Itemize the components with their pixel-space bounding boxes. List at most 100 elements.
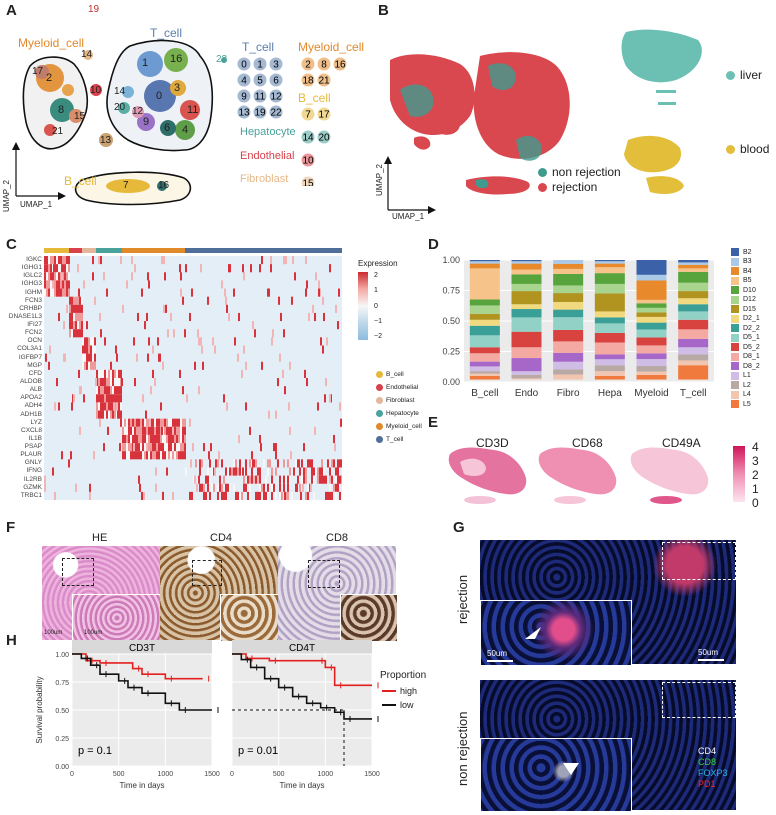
stack-segment — [553, 273, 584, 286]
stack-segment — [511, 283, 542, 292]
heatmap-cell — [86, 353, 88, 362]
heatmap-cell — [54, 272, 56, 281]
heatmap-cell — [156, 426, 158, 435]
gene-label: IGLC2 — [23, 272, 42, 280]
heatmap-cell — [164, 272, 166, 281]
marker-colorbar — [733, 446, 745, 502]
stack-segment — [553, 361, 584, 370]
heatmap-cell — [279, 353, 281, 362]
heatmap-cell — [341, 459, 342, 468]
legend-swatch — [731, 276, 739, 285]
heatmap-cell — [154, 434, 156, 444]
heatmap-cell — [169, 443, 171, 452]
heatmap-cell — [154, 451, 156, 460]
heatmap-cell — [154, 378, 156, 387]
y-tick-label: 1.00 — [55, 652, 69, 659]
heatmap-cell — [66, 280, 68, 289]
heatmap-cell — [68, 280, 70, 289]
heatmap-cell — [122, 426, 124, 435]
heatmap-cell — [46, 256, 48, 265]
stack-legend-item: D2_1 — [731, 314, 760, 323]
legend-liver-label: liver — [740, 68, 763, 82]
heatmap-cell — [164, 451, 166, 460]
heatmap-cell — [196, 483, 198, 492]
heatmap-cell — [106, 288, 108, 297]
heatmap-legend-item: Endothelial — [376, 384, 418, 391]
stack-segment — [594, 273, 625, 284]
heatmap-cell — [223, 491, 225, 500]
heatmap-legend-item: T_cell — [376, 436, 403, 443]
heatmap-cell — [307, 483, 309, 492]
legend-label: B4 — [743, 267, 752, 275]
heatmap-cell — [209, 459, 211, 468]
heatmap-cell — [86, 321, 88, 330]
legend-cluster-dot — [237, 89, 251, 103]
heatmap-cell — [291, 296, 293, 305]
stack-segment — [594, 323, 625, 333]
heatmap-cell — [180, 288, 182, 297]
heatmap-cell — [201, 459, 203, 468]
umap-cluster-plot — [12, 39, 227, 206]
heatmap-cell — [243, 345, 245, 354]
stack-legend-item: D5_1 — [731, 333, 760, 342]
heatmap-cell — [68, 264, 70, 273]
heatmap-cell — [315, 272, 317, 281]
legend-label: D15 — [743, 305, 756, 313]
heatmap-cell — [197, 329, 199, 338]
heatmap-cell — [219, 475, 221, 484]
scale-tick: 2 — [752, 468, 759, 482]
heatmap-cell — [106, 394, 108, 403]
heatmap-cell — [48, 288, 50, 297]
heatmap-cell — [138, 451, 140, 460]
heatmap-cell — [95, 378, 97, 387]
y-tick-label: 0.50 — [55, 708, 69, 715]
heatmap-cell — [148, 451, 150, 460]
stack-legend-item: B2 — [731, 248, 752, 256]
heatmap-cell — [66, 288, 68, 297]
heatmap-cell — [148, 280, 150, 289]
heatmap-cell — [92, 256, 94, 265]
heatmap-cell — [148, 443, 150, 452]
heatmap-cell — [156, 418, 158, 427]
heatmap-cell — [233, 288, 235, 297]
heatmap-cell — [180, 272, 182, 281]
heatmap-cell — [114, 394, 116, 403]
heatmap-cell — [73, 321, 75, 330]
legend-cluster-number: 21 — [318, 76, 330, 87]
heatmap-cell — [259, 467, 261, 476]
heatmap-cell — [104, 337, 106, 346]
y-tick-label: 0.00 — [55, 764, 69, 771]
heatmap-cell — [152, 369, 154, 378]
heatmap-cell — [61, 272, 63, 281]
heatmap-cell — [253, 475, 255, 484]
heatmap-cell — [110, 378, 112, 387]
heatmap-cell — [154, 443, 156, 452]
heatmap-cell — [84, 361, 86, 370]
stack-segment — [553, 268, 584, 274]
heatmap-cell — [251, 467, 253, 476]
heatmap-cell — [156, 434, 158, 444]
heatmap-cell — [119, 443, 121, 452]
heatmap-cell — [311, 475, 313, 484]
legend-cluster-dot — [237, 105, 251, 119]
annot-myeloid — [122, 248, 185, 253]
legend-swatch — [731, 390, 739, 399]
legend-tcell-title: T_cell — [242, 40, 275, 54]
heatmap-cell — [144, 443, 146, 452]
stack-legend-item: D5_2 — [731, 343, 760, 351]
heatmap-cell — [329, 394, 331, 403]
heatmap-cell — [305, 491, 307, 500]
survival-curve-low — [72, 653, 212, 711]
heatmap-cell — [134, 418, 136, 427]
heatmap-cell — [82, 345, 84, 354]
zoom-box — [192, 560, 222, 586]
heatmap-cell — [294, 272, 296, 281]
heatmap-cell — [331, 459, 333, 468]
heatmap-cell — [259, 264, 261, 273]
heatmap-cell — [162, 418, 164, 427]
stack-segment — [511, 304, 542, 310]
heatmap-cell — [75, 296, 77, 305]
heatmap-cell — [94, 337, 96, 346]
heatmap-cell — [46, 288, 48, 297]
stack-segment — [594, 371, 625, 376]
